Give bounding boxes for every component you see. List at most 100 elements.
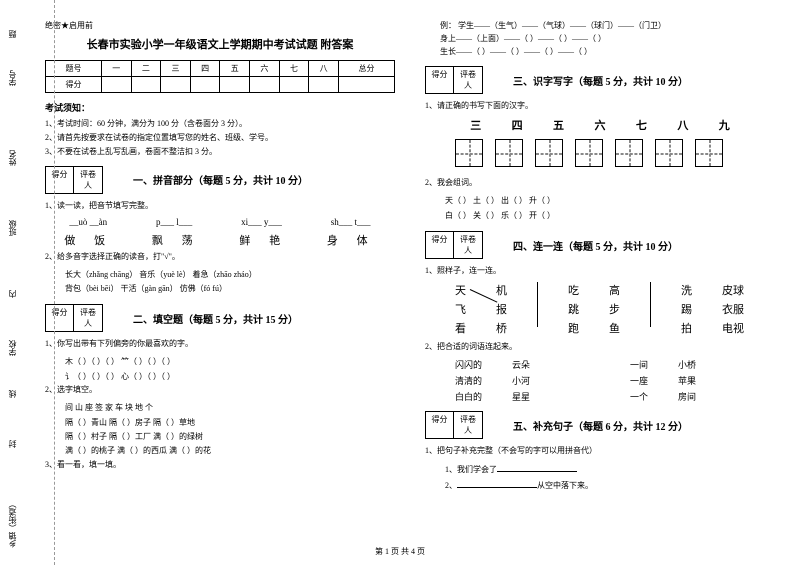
table-row: 得分 — [46, 77, 395, 93]
fill-line[interactable] — [497, 462, 577, 472]
td[interactable] — [131, 77, 161, 93]
section-title: 一、拼音部分（每题 5 分，共计 10 分） — [133, 172, 308, 187]
match-item: 房间 — [678, 390, 696, 403]
num: 九 — [719, 117, 730, 133]
question: 3、看一看，填一填。 — [45, 459, 395, 471]
td[interactable] — [101, 77, 131, 93]
match-item: 皮球 — [722, 282, 744, 298]
pinyin: xi___ y___ — [241, 217, 282, 227]
fill-item: 1、我们学会了 — [425, 462, 775, 477]
tian-box[interactable] — [615, 139, 643, 167]
td[interactable] — [309, 77, 339, 93]
question: 1、照样子，连一连。 — [425, 265, 775, 277]
match-line-icon — [470, 289, 498, 303]
chars: 鲜 艳 — [239, 232, 288, 248]
match-item: 桥 — [496, 320, 507, 336]
num: 五 — [553, 117, 564, 133]
pinyin: sh___ t___ — [331, 217, 371, 227]
match-item: 天 — [455, 282, 466, 298]
match-item: 衣服 — [722, 301, 744, 317]
table-row: 题号 一 二 三 四 五 六 七 八 总分 — [46, 61, 395, 77]
match-item: 云朵 — [512, 358, 530, 371]
fill-text: 从空中落下来。 — [537, 481, 593, 490]
section-header: 得分 评卷人 一、拼音部分（每题 5 分，共计 10 分） — [45, 166, 395, 194]
chars: 做 饭 — [64, 232, 113, 248]
fill-line[interactable] — [457, 478, 537, 488]
item: 讠（ ）（ ）（ ） 心（ ）（ ）（ ） — [45, 370, 395, 384]
exam-title: 长春市实验小学一年级语文上学期期中考试试题 附答案 — [45, 36, 395, 52]
match-col: 机 报 桥 — [496, 282, 507, 336]
question: 2、给多音字选择正确的读音，打"√"。 — [45, 251, 395, 263]
notice-item: 2、请首先按要求在试卷的指定位置填写您的姓名、班级、学号。 — [45, 132, 395, 143]
num: 三 — [470, 117, 481, 133]
item: 木（ ）（ ）（ ） ⺮（ ）（ ）（ ） — [45, 355, 395, 369]
section-title: 三、识字写字（每题 5 分，共计 10 分） — [513, 73, 688, 88]
divider — [650, 282, 651, 327]
notice-item: 1、考试时间：60 分钟，满分为 100 分（含卷面分 3 分）。 — [45, 118, 395, 129]
score-l: 得分 — [426, 232, 454, 258]
item: 白（ ） 关（ ） 乐（ ） 开（ ） — [425, 209, 775, 223]
match-col: 吃 跳 跑 — [568, 282, 579, 336]
num: 四 — [512, 117, 523, 133]
match-item: 清清的 — [455, 374, 482, 387]
score-r: 评卷人 — [454, 412, 482, 438]
question: 1、把句子补充完整（不会写的字可以用拼音代） — [425, 445, 775, 457]
question: 1、读一读，把音节填写完整。 — [45, 200, 395, 212]
bind-label: 内 — [7, 290, 18, 298]
th: 二 — [131, 61, 161, 77]
question: 2、我会组词。 — [425, 177, 775, 189]
score-box: 得分 评卷人 — [425, 411, 483, 439]
section-title: 二、填空题（每题 5 分，共计 15 分） — [133, 311, 298, 326]
tian-box[interactable] — [495, 139, 523, 167]
bind-label: 姓名 — [7, 150, 18, 166]
fill-text: 2、 — [445, 481, 457, 490]
bind-label: 乡镇（街道） — [7, 500, 18, 548]
td[interactable] — [220, 77, 250, 93]
match-item: 电视 — [722, 320, 744, 336]
match-col: 皮球 衣服 电视 — [722, 282, 744, 336]
td[interactable] — [190, 77, 220, 93]
section-title: 四、连一连（每题 5 分，共计 10 分） — [513, 238, 678, 253]
match-item: 高 — [609, 282, 620, 298]
tian-box[interactable] — [695, 139, 723, 167]
score-r: 评卷人 — [74, 305, 102, 331]
match-item: 苹果 — [678, 374, 696, 387]
notice-title: 考试须知： — [45, 101, 395, 114]
question: 2、选字填空。 — [45, 384, 395, 396]
tian-box[interactable] — [455, 139, 483, 167]
question: 1、请正确的书写下面的汉字。 — [425, 100, 775, 112]
example-label: 例： — [440, 21, 456, 30]
match-row: 天 飞 看 机 报 桥 吃 跳 跑 高 步 鱼 洗 — [425, 282, 775, 336]
secret-label: 绝密★启用前 — [45, 20, 395, 31]
td[interactable] — [250, 77, 280, 93]
tian-box[interactable] — [655, 139, 683, 167]
item: 隔（ ）青山 隔（ ）房子 隔（ ）草地 — [45, 416, 395, 430]
spacer — [560, 358, 600, 403]
match-item: 跳 — [568, 301, 579, 317]
tian-box[interactable] — [535, 139, 563, 167]
score-r: 评卷人 — [74, 167, 102, 193]
td[interactable] — [279, 77, 309, 93]
match-item: 跑 — [568, 320, 579, 336]
left-column: 绝密★启用前 长春市实验小学一年级语文上学期期中考试试题 附答案 题号 一 二 … — [30, 20, 410, 555]
th: 四 — [190, 61, 220, 77]
match-item: 踢 — [681, 301, 692, 317]
match-col: 一间 一座 一个 — [630, 358, 648, 403]
divider — [537, 282, 538, 327]
td[interactable] — [161, 77, 191, 93]
th: 七 — [279, 61, 309, 77]
th: 六 — [250, 61, 280, 77]
tian-box[interactable] — [575, 139, 603, 167]
td[interactable] — [338, 77, 394, 93]
item: 背包（bèi bēi） 干活（gàn gān） 仿佛（fó fú） — [45, 282, 395, 296]
match-item: 吃 — [568, 282, 579, 298]
bind-label: 学校 — [7, 340, 18, 356]
score-l: 得分 — [426, 412, 454, 438]
match-item: 洗 — [681, 282, 692, 298]
word-bank: 间 山 座 签 家 车 块 地 个 — [45, 401, 395, 415]
page-container: 绝密★启用前 长春市实验小学一年级语文上学期期中考试试题 附答案 题号 一 二 … — [0, 0, 800, 565]
num: 六 — [594, 117, 605, 133]
tian-grid — [455, 139, 775, 167]
th: 一 — [101, 61, 131, 77]
match-item: 报 — [496, 301, 507, 317]
